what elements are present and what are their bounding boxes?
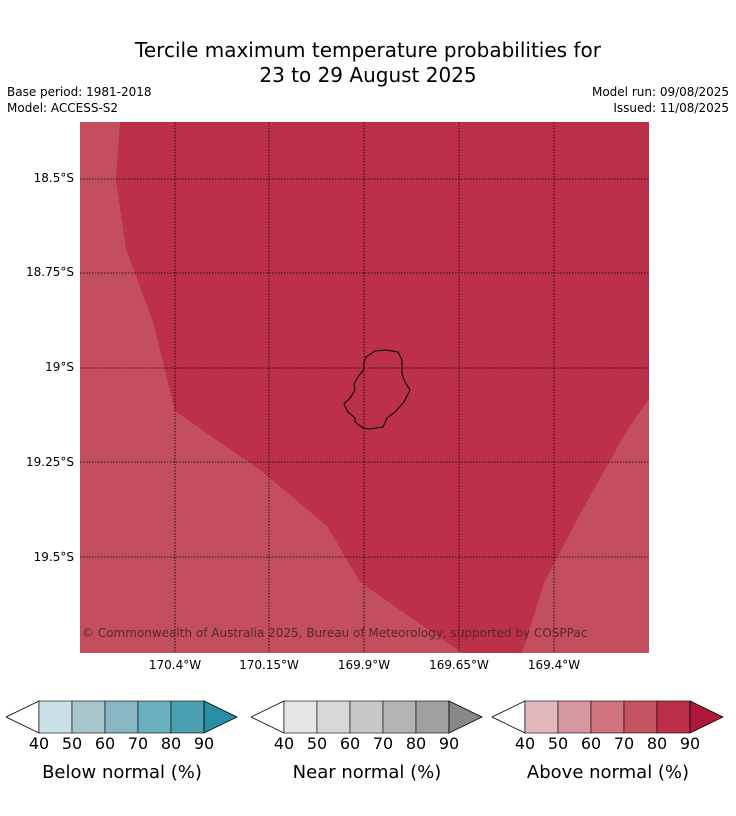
colorbar-bin-40-50 <box>38 700 73 734</box>
tick-label: 80 <box>160 734 182 753</box>
tick-label: 80 <box>646 734 668 753</box>
legend-title-near: Near normal (%) <box>292 762 442 783</box>
colorbar-over-arrow <box>689 700 724 734</box>
issued-date: Issued: 11/08/2025 <box>613 101 729 115</box>
tick-label: 40 <box>273 734 295 753</box>
lon-label-170-15: 170.15°W <box>239 658 299 672</box>
colorbar-bin-70-80 <box>137 700 172 734</box>
colorbar-above-normal <box>492 700 724 734</box>
tick-label: 70 <box>127 734 149 753</box>
colorbar-bin-70-80 <box>623 700 658 734</box>
colorbar-bin-60-70 <box>104 700 139 734</box>
title-line-1: Tercile maximum temperature probabilitie… <box>135 38 601 62</box>
tick-label: 50 <box>306 734 328 753</box>
colorbar-near-normal <box>251 700 483 734</box>
tick-label: 40 <box>514 734 536 753</box>
tick-label: 50 <box>61 734 83 753</box>
tick-label: 80 <box>405 734 427 753</box>
colorbar-bin-60-70 <box>349 700 384 734</box>
legend-above-normal: 40 50 60 70 80 90 Above normal (%) <box>492 700 724 783</box>
lat-label-19-5: 19.5°S <box>33 550 74 564</box>
lat-label-19: 19°S <box>45 360 74 374</box>
tick-label: 90 <box>679 734 701 753</box>
map-canvas <box>80 122 649 653</box>
meta-left: Base period: 1981-2018 Model: ACCESS-S2 <box>7 84 152 116</box>
lon-label-169-65: 169.65°W <box>429 658 489 672</box>
colorbar-over-arrow <box>448 700 483 734</box>
region-above-80-90 <box>116 122 649 653</box>
lat-label-18-5: 18.5°S <box>33 171 74 185</box>
gridlines <box>80 122 649 653</box>
colorbar-below-normal <box>6 700 238 734</box>
tick-label: 70 <box>372 734 394 753</box>
lon-label-169-4: 169.4°W <box>527 658 581 672</box>
niue-coastline <box>343 349 411 430</box>
colorbar-ticks: 40 50 60 70 80 90 <box>251 734 483 754</box>
legend-title-below: Below normal (%) <box>42 762 202 783</box>
tick-label: 60 <box>580 734 602 753</box>
colorbar-bin-50-60 <box>316 700 351 734</box>
tick-label: 50 <box>547 734 569 753</box>
model-name: Model: ACCESS-S2 <box>7 101 119 115</box>
title-line-2: 23 to 29 August 2025 <box>259 63 477 87</box>
tick-label: 60 <box>94 734 116 753</box>
colorbar-bin-50-60 <box>557 700 592 734</box>
colorbar-bin-50-60 <box>71 700 106 734</box>
colorbar-bin-40-50 <box>524 700 559 734</box>
lat-label-18-75: 18.75°S <box>26 265 74 279</box>
map-title: Tercile maximum temperature probabilitie… <box>0 38 736 88</box>
colorbar-bin-70-80 <box>382 700 417 734</box>
copyright-notice: © Commonwealth of Australia 2025, Bureau… <box>82 626 588 640</box>
colorbar-bin-40-50 <box>283 700 318 734</box>
legend-near-normal: 40 50 60 70 80 90 Near normal (%) <box>251 700 483 783</box>
legend-below-normal: 40 50 60 70 80 90 Below normal (%) <box>6 700 238 783</box>
tick-label: 90 <box>193 734 215 753</box>
colorbar-under-arrow <box>492 700 526 734</box>
colorbar-over-arrow <box>203 700 238 734</box>
colorbar-under-arrow <box>6 700 40 734</box>
base-period: Base period: 1981-2018 <box>7 85 152 99</box>
colorbar-ticks: 40 50 60 70 80 90 <box>492 734 724 754</box>
lon-label-170-4: 170.4°W <box>148 658 202 672</box>
map-panel <box>80 122 649 653</box>
tick-label: 90 <box>438 734 460 753</box>
tick-label: 60 <box>339 734 361 753</box>
colorbar-ticks: 40 50 60 70 80 90 <box>6 734 238 754</box>
colorbar-bin-80-90 <box>415 700 450 734</box>
legend-title-above: Above normal (%) <box>526 762 690 783</box>
colorbar-under-arrow <box>251 700 285 734</box>
colorbar-bin-80-90 <box>656 700 691 734</box>
colorbar-bin-60-70 <box>590 700 625 734</box>
meta-right: Model run: 09/08/2025 Issued: 11/08/2025 <box>592 84 729 116</box>
model-run: Model run: 09/08/2025 <box>591 85 729 99</box>
colorbar-bin-80-90 <box>170 700 205 734</box>
tick-label: 70 <box>613 734 635 753</box>
lon-label-169-9: 169.9°W <box>337 658 391 672</box>
tick-label: 40 <box>28 734 50 753</box>
lat-label-19-25: 19.25°S <box>26 455 74 469</box>
